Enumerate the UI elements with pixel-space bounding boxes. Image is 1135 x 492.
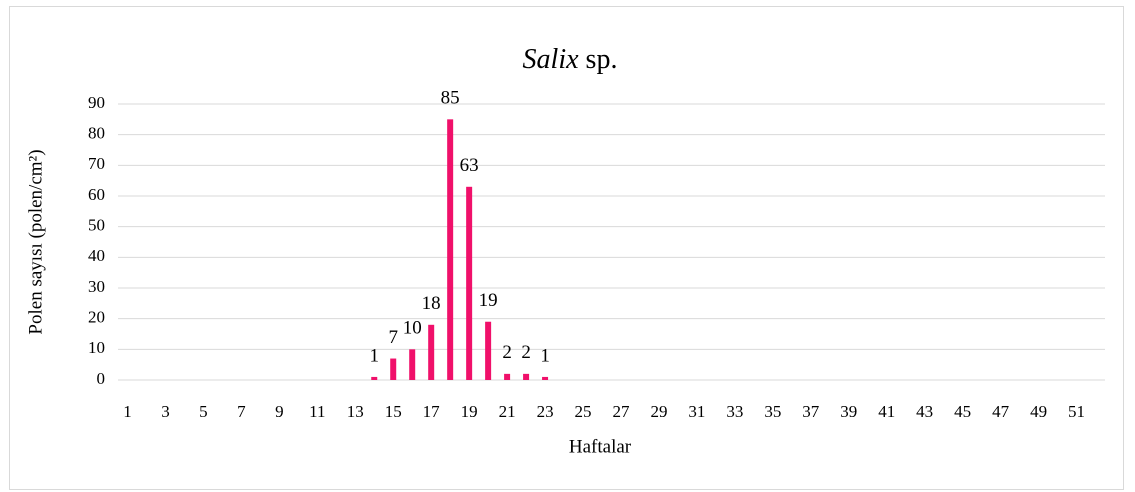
title-rest: sp. (586, 44, 618, 75)
x-tick-label: 43 (916, 402, 933, 421)
x-axis-label: Haftalar (569, 436, 632, 457)
x-tick-label: 45 (954, 402, 971, 421)
x-tick-label: 33 (726, 402, 743, 421)
x-tick-label: 21 (499, 402, 516, 421)
data-label: 1 (369, 345, 379, 366)
data-label: 1 (540, 345, 550, 366)
chart-frame (9, 6, 1124, 490)
bar (504, 373, 511, 380)
x-tick-label: 5 (199, 402, 208, 421)
data-label: 7 (388, 327, 398, 348)
x-tick-label: 47 (992, 402, 1010, 421)
x-tick-label: 11 (309, 402, 325, 421)
data-label: 2 (521, 342, 531, 363)
x-tick-label: 51 (1068, 402, 1085, 421)
x-tick-label: 41 (878, 402, 895, 421)
y-tick-label: 30 (88, 277, 105, 296)
bar (409, 349, 416, 380)
data-label: 2 (502, 342, 512, 363)
x-tick-label: 29 (650, 402, 667, 421)
x-tick-label: 15 (385, 402, 402, 421)
bar (466, 186, 473, 380)
x-tick-label: 9 (275, 402, 284, 421)
title-italic: Salix (523, 44, 580, 75)
chart-title: Salix sp. (523, 44, 618, 75)
y-axis-label: Polen sayısı (polen/cm²) (25, 149, 46, 334)
x-tick-label: 31 (688, 402, 705, 421)
bar (523, 373, 530, 380)
bar (428, 324, 435, 380)
data-label: 19 (479, 290, 498, 311)
y-tick-label: 80 (88, 124, 105, 143)
y-tick-label: 70 (88, 154, 105, 173)
bar (371, 376, 378, 380)
data-label: 10 (403, 318, 422, 339)
x-tick-label: 7 (237, 402, 246, 421)
x-tick-label: 27 (612, 402, 630, 421)
x-tick-label: 37 (802, 402, 820, 421)
data-label: 63 (460, 155, 479, 176)
x-tick-label: 23 (537, 402, 554, 421)
data-label: 18 (422, 293, 441, 314)
x-tick-label: 25 (575, 402, 592, 421)
x-tick-label: 1 (123, 402, 132, 421)
y-tick-label: 0 (97, 369, 106, 388)
x-tick-label: 49 (1030, 402, 1047, 421)
y-tick-label: 10 (88, 338, 105, 357)
y-tick-label: 90 (88, 93, 105, 112)
bar (447, 119, 454, 380)
y-tick-label: 60 (88, 185, 105, 204)
bar (542, 376, 549, 380)
x-tick-label: 3 (161, 402, 170, 421)
y-tick-label: 50 (88, 216, 105, 235)
x-tick-label: 35 (764, 402, 781, 421)
x-tick-label: 19 (461, 402, 478, 421)
data-label: 85 (441, 88, 460, 109)
x-tick-label: 13 (347, 402, 364, 421)
y-tick-label: 20 (88, 308, 105, 327)
x-tick-label: 39 (840, 402, 857, 421)
bar (485, 321, 492, 380)
bar (390, 358, 397, 380)
x-tick-label: 17 (423, 402, 441, 421)
y-tick-label: 40 (88, 246, 105, 265)
